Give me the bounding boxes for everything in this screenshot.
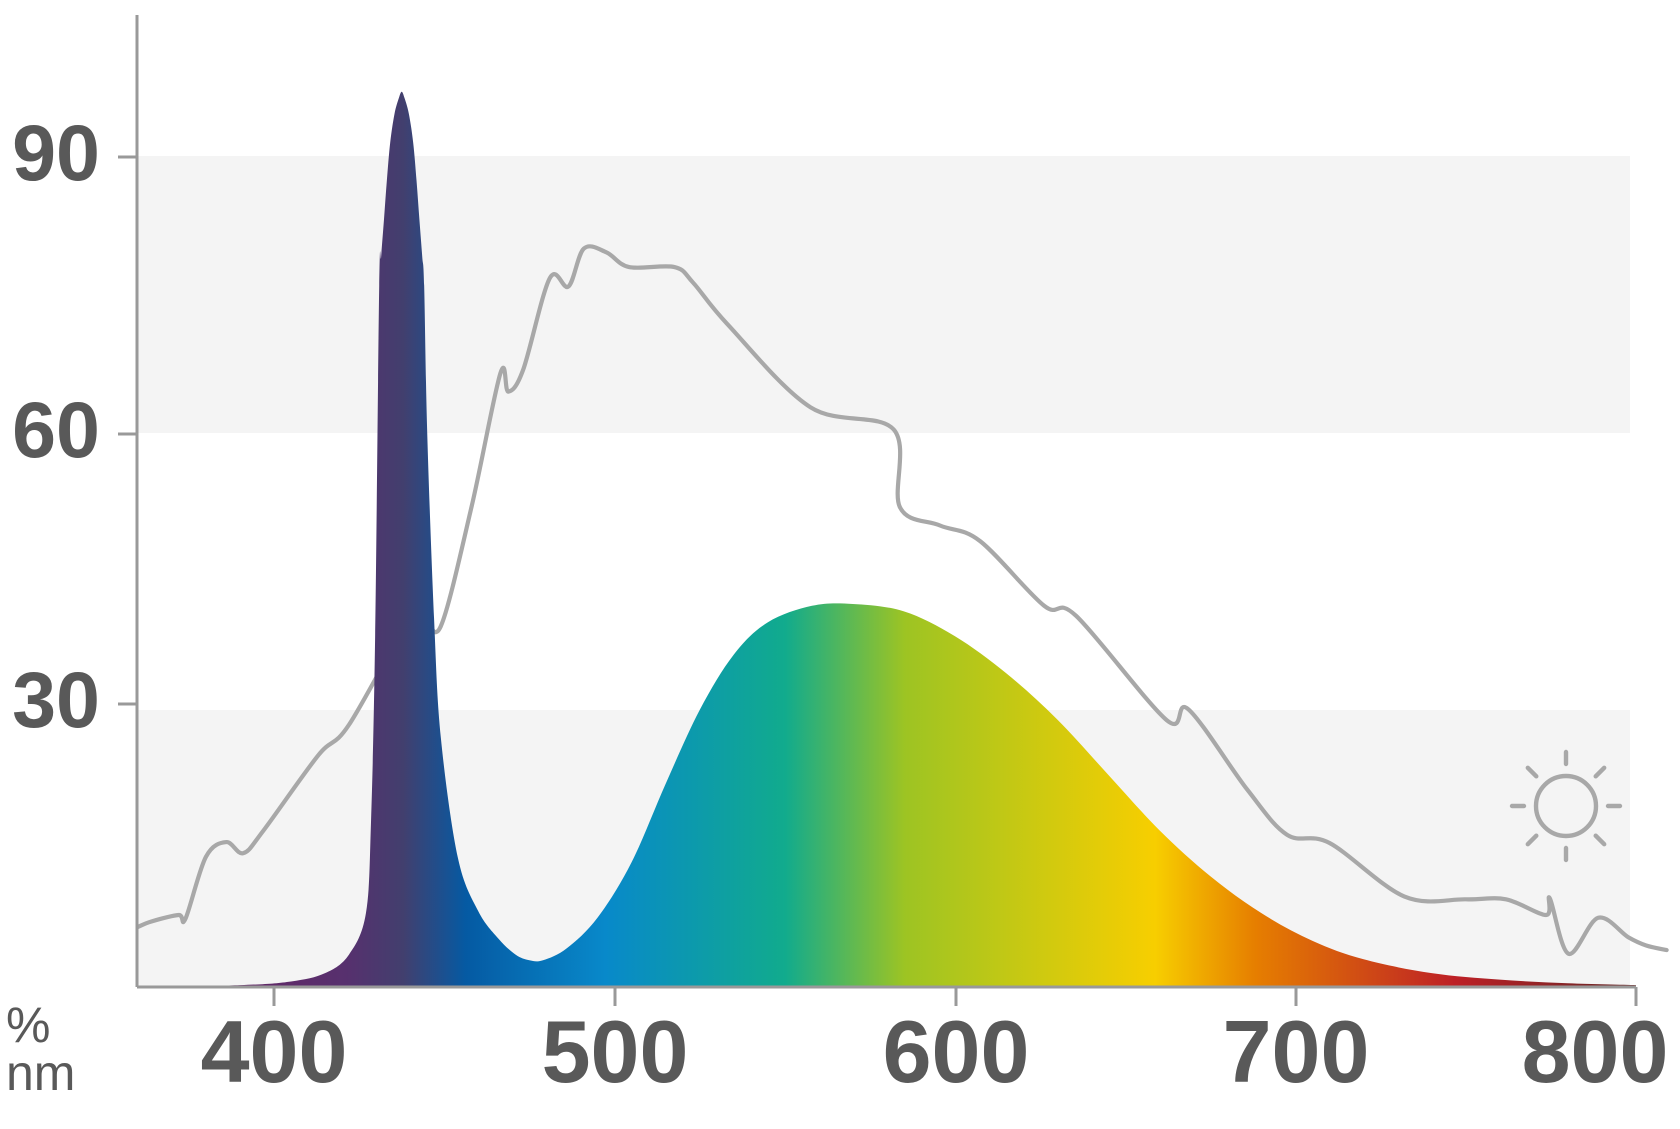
svg-text:700: 700 (1223, 1002, 1370, 1101)
svg-text:90: 90 (12, 108, 100, 197)
svg-text:60: 60 (12, 385, 100, 474)
svg-text:800: 800 (1522, 1002, 1669, 1101)
svg-text:600: 600 (883, 1002, 1030, 1101)
svg-text:30: 30 (12, 655, 100, 744)
svg-text:nm: nm (6, 1045, 75, 1101)
svg-text:400: 400 (201, 1002, 348, 1101)
svg-text:500: 500 (542, 1002, 689, 1101)
